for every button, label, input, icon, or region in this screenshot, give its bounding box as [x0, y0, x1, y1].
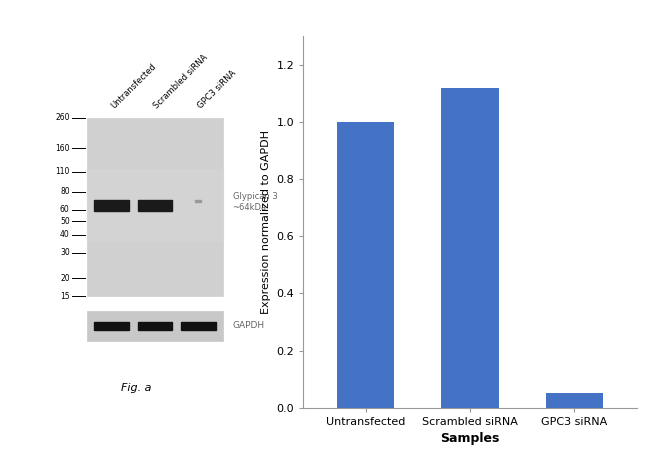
Text: 110: 110 [55, 167, 70, 176]
Bar [441, 88, 499, 408]
Text: 20: 20 [60, 274, 70, 283]
Text: 160: 160 [55, 144, 70, 153]
Text: GPC3 siRNA: GPC3 siRNA [196, 69, 238, 111]
Bar [87, 169, 223, 241]
Bar [181, 322, 216, 330]
Bar [138, 200, 172, 211]
Bar [94, 200, 129, 211]
Text: 50: 50 [60, 217, 70, 226]
Y-axis label: Expression normalized to GAPDH: Expression normalized to GAPDH [261, 130, 271, 314]
Text: 30: 30 [60, 248, 70, 257]
Bar [94, 322, 129, 330]
Text: Scrambled siRNA: Scrambled siRNA [152, 53, 210, 111]
Text: 80: 80 [60, 187, 70, 196]
Text: 260: 260 [55, 113, 70, 122]
Text: Glypican 3
~64kDa: Glypican 3 ~64kDa [233, 192, 278, 212]
X-axis label: Samples: Samples [441, 432, 500, 445]
Bar [87, 118, 223, 296]
Text: GAPDH: GAPDH [233, 322, 265, 331]
Bar [194, 200, 201, 202]
Bar [546, 393, 603, 408]
Text: Fig. a: Fig. a [121, 383, 151, 393]
Text: Untransfected: Untransfected [109, 62, 158, 111]
Text: 60: 60 [60, 205, 70, 214]
Bar [87, 311, 223, 341]
Bar [138, 322, 172, 330]
Text: 40: 40 [60, 231, 70, 240]
Text: 15: 15 [60, 292, 70, 301]
Bar [337, 122, 395, 408]
